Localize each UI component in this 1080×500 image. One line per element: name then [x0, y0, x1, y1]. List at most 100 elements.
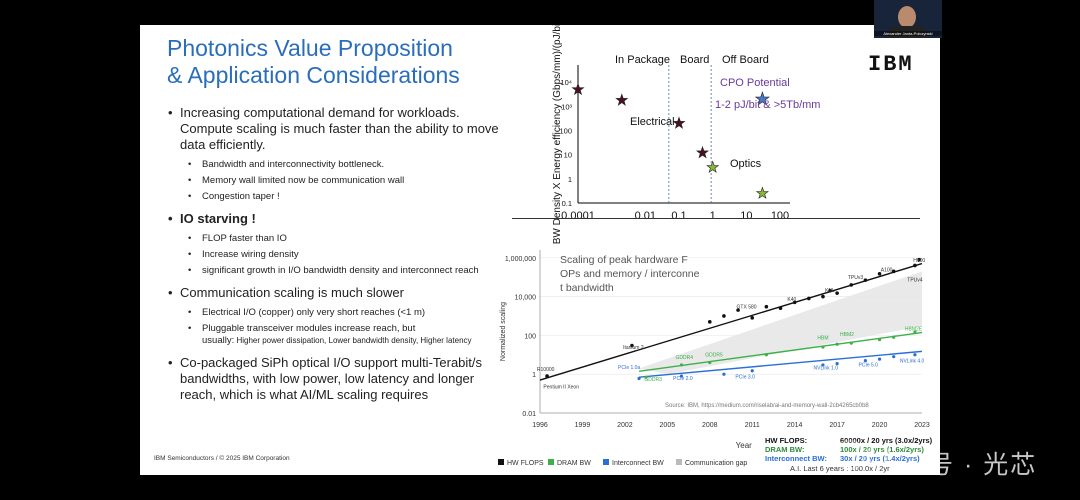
- data-point-interconnect-bw: [722, 372, 726, 376]
- data-point-interconnect-bw: [679, 374, 684, 378]
- point-label: Pentium II Xeon: [543, 385, 579, 391]
- y-tick-label: 100: [559, 127, 572, 136]
- x-axis-label: Year: [736, 441, 753, 450]
- sub-bullet: significant growth in I/O bandwidth dens…: [168, 265, 508, 277]
- ibm-logo: IBM: [868, 52, 914, 77]
- legend-label: Interconnect BW: [612, 460, 664, 467]
- y-tick-label: 1,000,000: [505, 256, 536, 263]
- data-point-hw-flops: [877, 271, 882, 276]
- watermark-logo-icon: [834, 439, 890, 471]
- annotation-cpo-detail: 1-2 pJ/bit & >5Tb/mm: [715, 99, 820, 111]
- data-point-hw-flops: [835, 291, 839, 295]
- summary-label: Interconnect BW:: [765, 454, 827, 463]
- data-point-hw-flops: [778, 306, 783, 311]
- sub-bullet: Increase wiring density: [168, 249, 508, 261]
- data-point-interconnect-bw: [835, 362, 839, 366]
- point-label: NVLink 1.0: [814, 366, 839, 372]
- data-point-hw-flops: [891, 269, 896, 274]
- data-point-dram-bw: [892, 335, 896, 339]
- region-label: In Package: [615, 54, 670, 66]
- point-label: PCIe 1.0a: [618, 365, 640, 371]
- communication-gap-band: [639, 271, 922, 375]
- x-tick-label: 2008: [702, 422, 718, 429]
- point-label: H100: [913, 258, 925, 264]
- y-tick-label: 1: [532, 372, 536, 379]
- presenter-face: [898, 6, 916, 28]
- annotation-optics: Optics: [730, 158, 762, 170]
- x-tick-label: 2020: [872, 422, 888, 429]
- annotation-cpo: CPO Potential: [720, 77, 790, 89]
- watermark-text: 号 · 光芯: [928, 451, 1038, 479]
- point-label: GDDR5: [705, 353, 723, 359]
- legend-label: Communication gap: [685, 460, 747, 467]
- region-label: Off Board: [722, 54, 769, 66]
- sub-bullet: Electrical I/O (copper) only very short …: [168, 307, 508, 319]
- bullet-list: Increasing computational demand for work…: [168, 105, 508, 409]
- divider: [512, 218, 920, 219]
- point-label: NVLink 4.0: [900, 359, 925, 365]
- chart-title-line-3: t bandwidth: [560, 282, 614, 294]
- y-tick-label: 10,000: [515, 295, 537, 302]
- slide: Photonics Value Proposition & Applicatio…: [140, 25, 940, 475]
- point-label: PCIe 5.0: [859, 362, 879, 368]
- y-tick-label: 0.01: [522, 411, 536, 418]
- point-label: TPUv3: [848, 275, 864, 281]
- data-point-hw-flops: [849, 283, 854, 287]
- point-label: KNL: [825, 288, 835, 294]
- data-point-interconnect-bw: [821, 363, 825, 367]
- data-point-hw-flops: [917, 257, 921, 262]
- data-point-hw-flops: [821, 294, 825, 299]
- legend-swatch: [498, 459, 504, 465]
- y-tick-label: 100: [524, 333, 536, 340]
- x-tick-label: 0.0001: [561, 210, 595, 222]
- bullet-2: IO starving !: [168, 211, 508, 227]
- series-point-cpo-potential: [754, 91, 770, 106]
- region-label: Board: [680, 54, 709, 66]
- point-label: HBM: [817, 336, 828, 342]
- x-tick-label: 2023: [914, 422, 930, 429]
- y-tick-label: 10³: [561, 102, 572, 111]
- x-tick-label: 2011: [745, 422, 760, 429]
- series-point-electrical: [615, 93, 629, 106]
- x-tick-label: 100: [771, 210, 789, 222]
- chart-source: Source: IBM, https://medium.com/riselab/…: [665, 403, 869, 409]
- annotation-electrical: Electrical: [630, 116, 675, 128]
- x-tick-label: 2005: [660, 422, 676, 429]
- data-point-hw-flops: [736, 308, 740, 312]
- data-point-dram-bw: [821, 345, 825, 349]
- chart-title-line-1: Scaling of peak hardware F: [560, 254, 688, 266]
- legend-swatch: [676, 459, 682, 465]
- data-point-interconnect-bw: [892, 355, 896, 359]
- legend-label: DRAM BW: [557, 460, 591, 467]
- legend-label: HW FLOPS: [507, 460, 544, 467]
- data-point-interconnect-bw: [913, 353, 917, 357]
- data-point-hw-flops: [630, 343, 634, 348]
- presenter-caption: Alexander Janta-Polczynski: [874, 31, 942, 36]
- x-tick-label: 1: [710, 210, 716, 222]
- point-label: K40: [787, 297, 796, 303]
- point-label: Itanium 2: [623, 345, 644, 351]
- data-point-hw-flops: [807, 296, 811, 301]
- slide-footer: IBM Semiconductors / © 2025 IBM Corporat…: [154, 455, 290, 462]
- point-label: GDDR3: [644, 377, 662, 383]
- y-tick-label: 10⁴: [560, 78, 572, 87]
- point-label: TPUv4: [907, 277, 923, 283]
- point-label: R10000: [537, 367, 555, 373]
- summary-label: DRAM BW:: [765, 445, 804, 454]
- sub-bullet: Bandwidth and interconnectivity bottlene…: [168, 159, 508, 171]
- data-point-hw-flops: [722, 314, 726, 318]
- presenter-torso: [888, 26, 926, 38]
- data-point-dram-bw: [679, 363, 684, 367]
- data-point-interconnect-bw: [863, 359, 868, 363]
- point-label: HBM2: [840, 332, 854, 338]
- data-point-hw-flops: [792, 300, 797, 305]
- point-label: GDDR4: [676, 355, 694, 361]
- title-line-1: Photonics Value Proposition: [167, 35, 453, 61]
- series-point-optics: [706, 160, 720, 173]
- bullet-3: Communication scaling is much slower: [168, 285, 508, 301]
- x-tick-label: 1999: [575, 422, 591, 429]
- data-point-hw-flops: [913, 263, 917, 268]
- data-point-dram-bw: [913, 330, 917, 334]
- data-point-dram-bw: [764, 353, 768, 357]
- y-axis-label: BW Density X Energy efficiency (Gbps/mm)…: [552, 25, 563, 244]
